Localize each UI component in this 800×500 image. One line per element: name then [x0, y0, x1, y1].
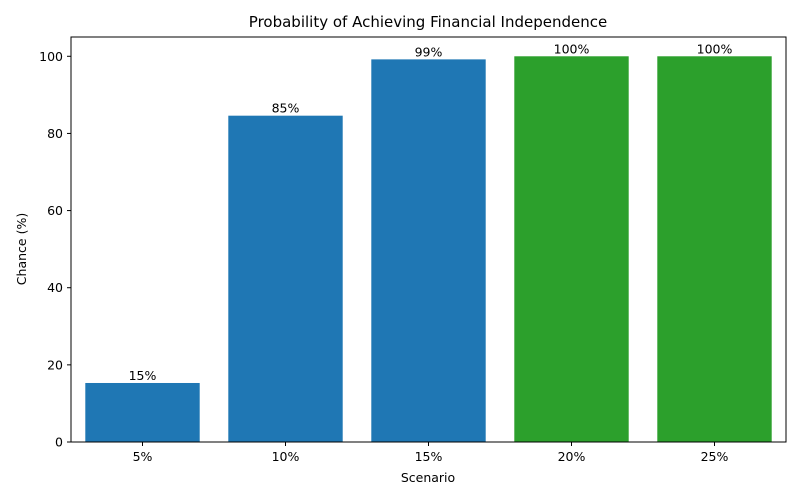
bar-5 — [657, 56, 772, 443]
x-tick-label-5: 25% — [701, 449, 729, 464]
plot-area: 15% 5% 85% 10% 99% 15% 100% 20% 100% 25% 0 20 40 60 80… — [39, 36, 787, 464]
plot-frame — [70, 36, 787, 443]
chart-title: Probability of Achieving Financial Indep… — [249, 13, 607, 31]
y-tick-label-4: 60 — [47, 203, 63, 218]
bar-4 — [514, 56, 629, 443]
bar-3 — [371, 59, 486, 442]
data-label-5: 100% — [697, 41, 733, 56]
y-tick-label-1: 0 — [55, 435, 63, 450]
x-tick-label-4: 20% — [558, 449, 586, 464]
bar-2 — [228, 115, 343, 442]
y-tick-label-3: 40 — [47, 280, 63, 295]
y-tick-label-6: 100 — [39, 49, 63, 64]
data-label-2: 85% — [272, 101, 300, 116]
x-tick-label-3: 15% — [415, 449, 443, 464]
data-label-3: 99% — [415, 44, 443, 59]
data-label-1: 15% — [129, 368, 157, 383]
x-tick-label-2: 10% — [272, 449, 300, 464]
bar-1 — [85, 382, 200, 442]
x-axis-label: Scenario — [401, 470, 455, 485]
x-tick-label-1: 5% — [133, 449, 153, 464]
data-label-4: 100% — [554, 41, 590, 56]
y-tick-label-2: 20 — [47, 357, 63, 372]
y-axis-label: Chance (%) — [14, 213, 29, 285]
y-tick-label-5: 80 — [47, 126, 63, 141]
